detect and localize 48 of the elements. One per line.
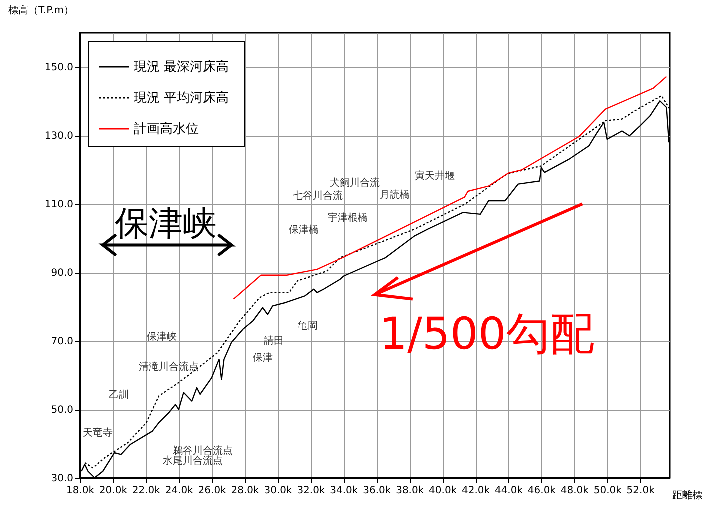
annotation: 保津峡 [115, 204, 217, 244]
y-tick-label: 70.0 [51, 336, 74, 348]
x-tick-label: 18.0k [66, 486, 95, 496]
y-tick-label: 30.0 [51, 474, 74, 484]
annotation: 鵜谷川合流点 [173, 445, 233, 457]
x-tick-label: 24.0k [165, 486, 194, 496]
annotation: 七谷川合流 [293, 190, 343, 202]
x-tick-label: 40.0k [429, 486, 458, 496]
x-tick-label: 48.0k [560, 486, 590, 496]
x-tick-label: 52.0k [626, 486, 656, 496]
x-tick-label: 26.0k [198, 486, 227, 496]
x-tick-label: 28.0k [231, 486, 260, 496]
x-tick-label: 46.0k [528, 486, 556, 496]
y-tick-label: 50.0 [51, 405, 74, 416]
y-tick-label: 130.0 [44, 131, 74, 142]
annotation: 請田 [264, 335, 284, 347]
x-tick-label: 36.0k [363, 486, 392, 496]
annotation: 犬飼川合流 [330, 177, 380, 189]
x-tick-label: 38.0k [396, 486, 424, 496]
y-tick-label: 90.0 [51, 268, 74, 280]
y-tick-label: 150.0 [44, 62, 74, 74]
x-tick-label: 50.0k [594, 486, 622, 496]
x-tick-label: 20.0k [99, 486, 128, 496]
annotation: 保津橋 [289, 224, 319, 236]
x-tick-label: 32.0k [297, 486, 326, 496]
annotation: 寅天井堰 [415, 170, 455, 182]
legend-label: 現況 最深河床高 [134, 59, 230, 75]
annotation: 天竜寺 [83, 427, 113, 439]
annotation: 宇津根橋 [328, 212, 368, 224]
line-series [233, 76, 668, 300]
annotation: 月読橋 [380, 189, 410, 201]
annotation: 乙訓 [109, 389, 129, 401]
annotation: 清滝川合流点 [139, 361, 199, 373]
legend-label: 計画高水位 [134, 121, 199, 137]
x-axis-title: 距離標 [672, 490, 702, 502]
annotation: 保津 [253, 352, 273, 364]
annotation: 亀岡 [298, 320, 318, 332]
annotation: 1/500勾配 [380, 309, 594, 360]
x-tick-label: 44.0k [494, 486, 524, 496]
annotation: 水尾川合流点 [163, 455, 223, 467]
x-tick-label: 34.0k [330, 486, 358, 496]
annotation: 保津峡 [147, 331, 177, 343]
legend-label: 現況 平均河床高 [134, 90, 230, 106]
y-tick-label: 110.0 [44, 200, 74, 211]
x-tick-label: 22.0k [132, 486, 161, 496]
y-axis-title: 標高（T.P.m） [8, 4, 74, 16]
x-tick-label: 42.0k [462, 486, 490, 496]
x-tick-label: 30.0k [264, 486, 292, 496]
